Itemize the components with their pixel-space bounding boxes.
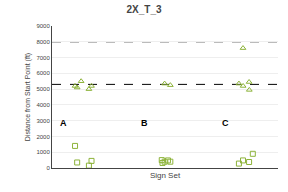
svg-text:0: 0 [46, 165, 50, 171]
svg-text:Sign Set: Sign Set [150, 171, 181, 180]
svg-text:3000: 3000 [36, 118, 50, 124]
svg-text:7000: 7000 [36, 55, 50, 61]
svg-text:C: C [222, 118, 229, 128]
svg-text:8000: 8000 [36, 39, 50, 45]
svg-text:2X_T_3: 2X_T_3 [126, 4, 161, 15]
svg-text:4000: 4000 [36, 102, 50, 108]
svg-text:5000: 5000 [36, 86, 50, 92]
svg-text:6000: 6000 [36, 70, 50, 76]
svg-text:2000: 2000 [36, 134, 50, 140]
svg-text:Distance from Start Point (ft): Distance from Start Point (ft) [24, 53, 32, 141]
svg-text:B: B [141, 118, 148, 128]
svg-text:1000: 1000 [36, 149, 50, 155]
svg-text:A: A [60, 118, 67, 128]
svg-text:9000: 9000 [36, 23, 50, 29]
